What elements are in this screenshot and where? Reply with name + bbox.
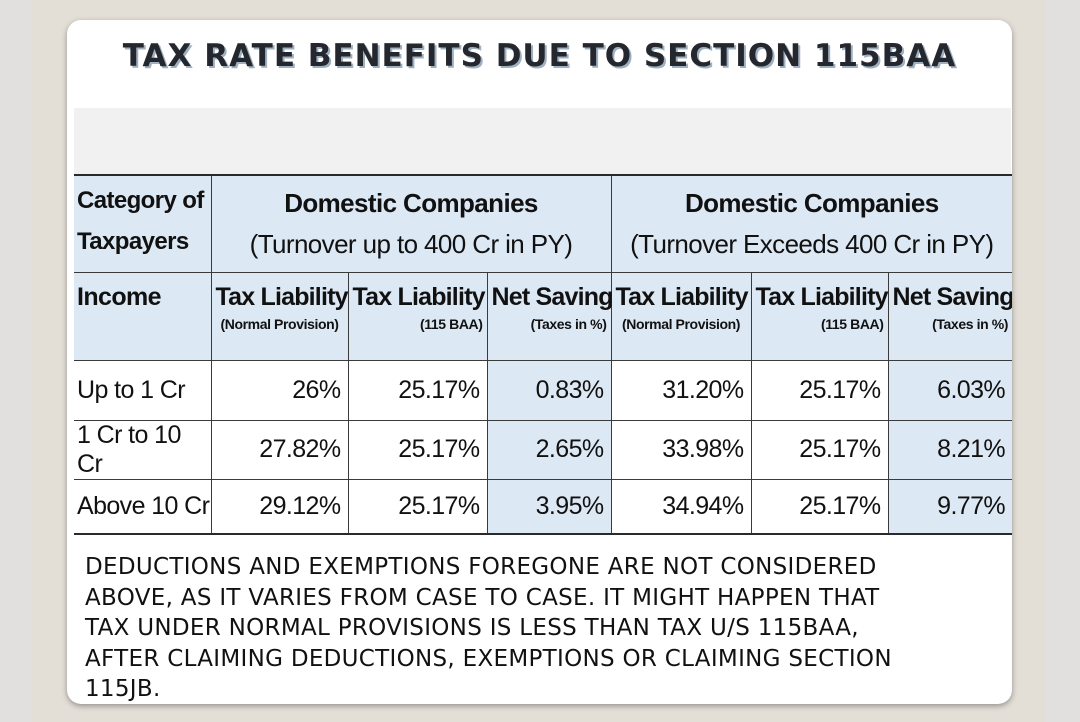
- note-line: TAX UNDER NORMAL PROVISIONS IS LESS THAN…: [85, 615, 859, 641]
- column-title: Tax Liability: [615, 282, 749, 311]
- right-margin: [1046, 0, 1080, 722]
- column-subtitle: (115 BAA): [820, 315, 884, 332]
- table-cell: 0.83%: [486, 359, 612, 421]
- table-cell: 6.03%: [887, 359, 1012, 421]
- category-header: Category of Taxpayers: [74, 174, 212, 273]
- note-line: DEDUCTIONS AND EXEMPTIONS FOREGONE ARE N…: [85, 554, 877, 580]
- table-cell: 25.17%: [347, 478, 488, 535]
- header-band: [74, 108, 1011, 174]
- table-row: Up to 1 Cr 26% 25.17% 0.83% 31.20% 25.17…: [74, 359, 1012, 421]
- column-subtitle: (Normal Provision): [621, 315, 741, 332]
- table-cell: 31.20%: [610, 359, 752, 421]
- group-2-name: Domestic Companies: [684, 187, 939, 218]
- table-cell: 25.17%: [347, 359, 488, 421]
- group-1-sub: (Turnover up to 400 Cr in PY): [249, 228, 573, 259]
- table-cell: 25.17%: [750, 478, 889, 535]
- column-title: Tax Liability: [215, 282, 349, 311]
- column-subtitle: (Taxes in %): [530, 315, 607, 332]
- table-cell: 8.21%: [887, 419, 1012, 480]
- row-label: Above 10 Cr: [74, 478, 212, 535]
- column-header-row: Income Tax Liability (Normal Provision) …: [74, 271, 1013, 361]
- tax-benefits-card: TAX RATE BENEFITS DUE TO SECTION 115BAA …: [67, 20, 1012, 704]
- table-cell: 27.82%: [210, 419, 349, 480]
- column-title: Net Saving: [892, 282, 1013, 311]
- note-line: AFTER CLAIMING DEDUCTIONS, EXEMPTIONS OR…: [85, 645, 892, 672]
- table-cell: 25.17%: [347, 419, 488, 480]
- group-header-row: Category of Taxpayers Domestic Companies…: [74, 174, 1012, 273]
- column-subtitle: (Normal Provision): [220, 315, 339, 332]
- column-header: Tax Liability (115 BAA): [750, 271, 889, 361]
- column-subtitle: (Taxes in %): [932, 315, 1009, 332]
- table-cell: 3.95%: [486, 478, 612, 535]
- column-header: Tax Liability (115 BAA): [347, 271, 488, 361]
- column-header: Net Saving (Taxes in %): [486, 271, 614, 361]
- table-cell: 25.17%: [750, 419, 889, 480]
- group-header-2: Domestic Companies (Turnover Exceeds 400…: [610, 174, 1012, 273]
- table-cell: 9.77%: [887, 478, 1012, 535]
- page-title: TAX RATE BENEFITS DUE TO SECTION 115BAA: [122, 38, 957, 74]
- group-header-1: Domestic Companies (Turnover up to 400 C…: [210, 174, 612, 273]
- group-2-sub: (Turnover Exceeds 400 Cr in PY): [630, 228, 994, 259]
- tax-rate-table: Category of Taxpayers Domestic Companies…: [74, 174, 1012, 535]
- disclaimer-note: DEDUCTIONS AND EXEMPTIONS FOREGONE ARE N…: [85, 552, 995, 704]
- table-cell: 26%: [210, 359, 349, 421]
- row-label: 1 Cr to 10 Cr: [74, 419, 212, 480]
- table-row: Above 10 Cr 29.12% 25.17% 3.95% 34.94% 2…: [74, 478, 1012, 535]
- table-cell: 25.17%: [750, 359, 889, 421]
- table-cell: 29.12%: [210, 478, 349, 535]
- column-subtitle: (115 BAA): [419, 315, 483, 332]
- column-header: Tax Liability (Normal Provision): [210, 271, 349, 361]
- category-label-line2: Taxpayers: [77, 228, 189, 255]
- category-label-line1: Category of: [77, 187, 204, 214]
- income-header: Income: [74, 271, 212, 361]
- table-cell: 33.98%: [610, 419, 752, 480]
- note-line: ABOVE, AS IT VARIES FROM CASE TO CASE. I…: [85, 584, 880, 611]
- group-1-name: Domestic Companies: [284, 187, 538, 218]
- table-row: 1 Cr to 10 Cr 27.82% 25.17% 2.65% 33.98%…: [74, 419, 1012, 480]
- column-header: Tax Liability (Normal Provision): [610, 271, 752, 361]
- row-label: Up to 1 Cr: [74, 359, 212, 421]
- column-title: Net Saving: [491, 282, 614, 311]
- note-line: 115JB.: [85, 676, 161, 702]
- table-cell: 34.94%: [610, 478, 752, 535]
- left-margin: [0, 0, 32, 722]
- column-title: Tax Liability: [755, 282, 889, 311]
- table-cell: 2.65%: [486, 419, 612, 480]
- column-header: Net Saving (Taxes in %): [887, 271, 1013, 361]
- column-title: Tax Liability: [352, 282, 486, 311]
